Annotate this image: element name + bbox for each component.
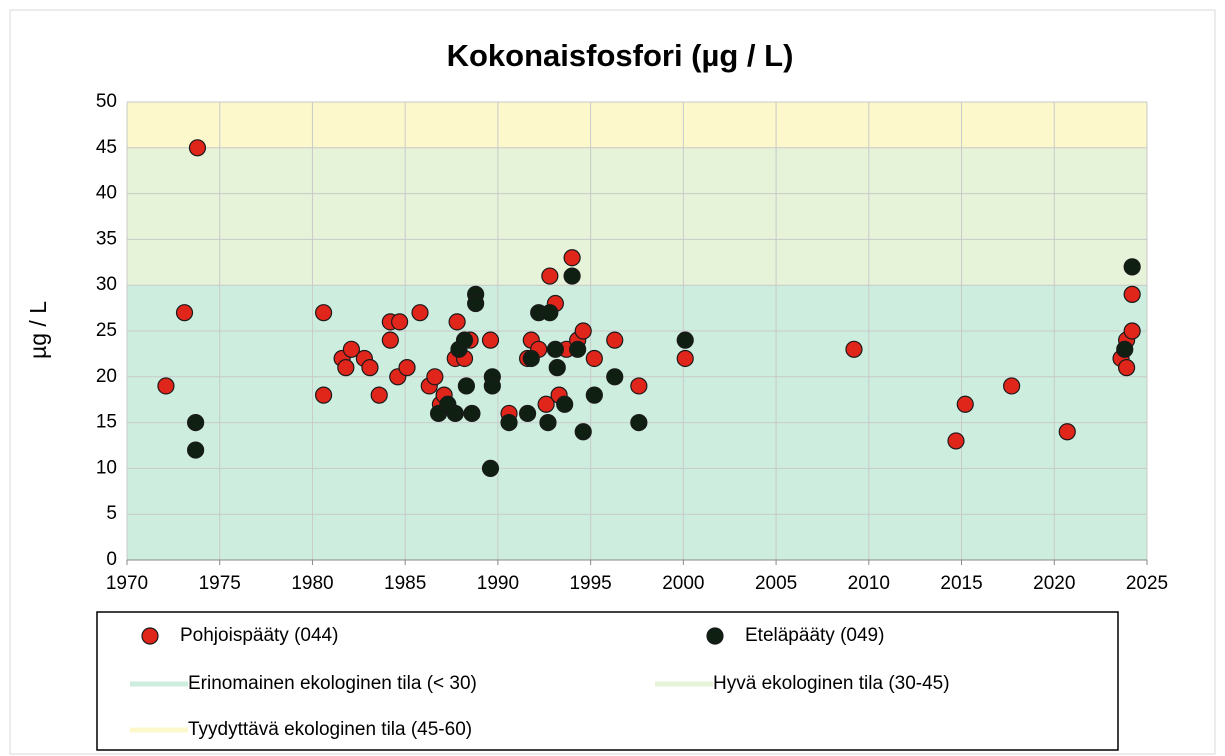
point — [361, 359, 379, 377]
point — [455, 331, 474, 349]
point — [956, 395, 974, 413]
point — [481, 459, 500, 477]
y-tick-label: 20 — [96, 366, 117, 387]
y-tick-label: 5 — [106, 503, 117, 524]
point — [483, 377, 501, 395]
point — [539, 414, 557, 432]
point — [541, 267, 559, 285]
y-tick-label: 15 — [96, 412, 117, 433]
x-tick-label: 2020 — [1033, 573, 1075, 594]
point — [175, 304, 194, 322]
point — [426, 368, 444, 386]
point — [463, 404, 481, 423]
point — [606, 368, 624, 386]
point — [342, 340, 360, 358]
legend-marker — [141, 627, 159, 645]
point — [548, 359, 566, 377]
point — [630, 414, 648, 432]
point — [411, 304, 429, 322]
point — [314, 386, 333, 404]
point — [606, 331, 624, 349]
legend-label: Erinomainen ekologinen tila (< 30) — [188, 673, 477, 694]
band — [127, 102, 1147, 148]
y-axis-label: µg / L — [25, 301, 51, 359]
point — [563, 267, 581, 285]
point — [1123, 285, 1141, 303]
point — [947, 432, 965, 450]
x-tick-label: 1995 — [569, 573, 611, 594]
x-tick-label: 2010 — [848, 573, 890, 594]
legend-label: Eteläpääty (049) — [745, 625, 884, 646]
point — [481, 331, 500, 349]
point — [563, 249, 581, 267]
point — [1117, 359, 1136, 377]
point — [337, 359, 355, 377]
legend-marker — [706, 627, 724, 645]
x-tick-label: 2005 — [755, 573, 797, 594]
point — [630, 377, 648, 395]
point — [1123, 258, 1141, 276]
point — [518, 404, 537, 423]
point — [398, 359, 416, 377]
point — [314, 304, 333, 322]
point — [541, 304, 559, 322]
legend-label: Hyvä ekologinen tila (30-45) — [713, 673, 950, 694]
point — [446, 404, 464, 423]
point — [370, 386, 388, 404]
legend-label: Tyydyttävä ekologinen tila (45-60) — [188, 719, 472, 740]
y-tick-label: 0 — [106, 549, 117, 570]
x-tick-label: 1975 — [199, 573, 241, 594]
point — [1123, 322, 1141, 340]
y-tick-label: 30 — [96, 274, 117, 295]
point — [845, 340, 863, 358]
point — [585, 349, 603, 368]
x-tick-label: 2015 — [940, 573, 982, 594]
y-tick-label: 45 — [96, 137, 117, 158]
point — [574, 322, 592, 340]
y-tick-label: 40 — [96, 183, 117, 204]
legend-box — [96, 611, 1119, 751]
point — [546, 340, 565, 358]
chart-title: Kokonaisfosfori (µg / L) — [447, 38, 794, 73]
band — [127, 147, 1147, 286]
point — [187, 441, 205, 459]
point — [1058, 423, 1076, 441]
point — [1116, 340, 1134, 358]
x-tick-label: 1990 — [477, 573, 519, 594]
legend-label: Pohjoispääty (044) — [180, 625, 338, 646]
point — [585, 386, 603, 404]
x-tick-label: 2000 — [662, 573, 704, 594]
point — [556, 395, 574, 413]
point — [537, 395, 555, 413]
point — [500, 414, 518, 432]
point — [467, 294, 485, 313]
x-tick-label: 2025 — [1126, 573, 1168, 594]
point — [676, 349, 694, 368]
y-tick-label: 50 — [96, 91, 117, 112]
x-tick-label: 1970 — [106, 573, 148, 594]
point — [522, 349, 540, 368]
point — [448, 313, 466, 331]
point — [188, 139, 207, 157]
point — [157, 377, 175, 395]
x-tick-label: 1985 — [384, 573, 426, 594]
point — [676, 331, 694, 349]
point — [391, 313, 409, 331]
point — [1003, 377, 1021, 395]
y-tick-label: 10 — [96, 457, 117, 478]
point — [381, 331, 399, 349]
point — [574, 423, 592, 441]
point — [569, 340, 587, 358]
point — [187, 414, 205, 432]
point — [457, 377, 475, 395]
y-tick-label: 25 — [96, 320, 117, 341]
x-tick-label: 1980 — [291, 573, 333, 594]
y-tick-label: 35 — [96, 228, 117, 249]
